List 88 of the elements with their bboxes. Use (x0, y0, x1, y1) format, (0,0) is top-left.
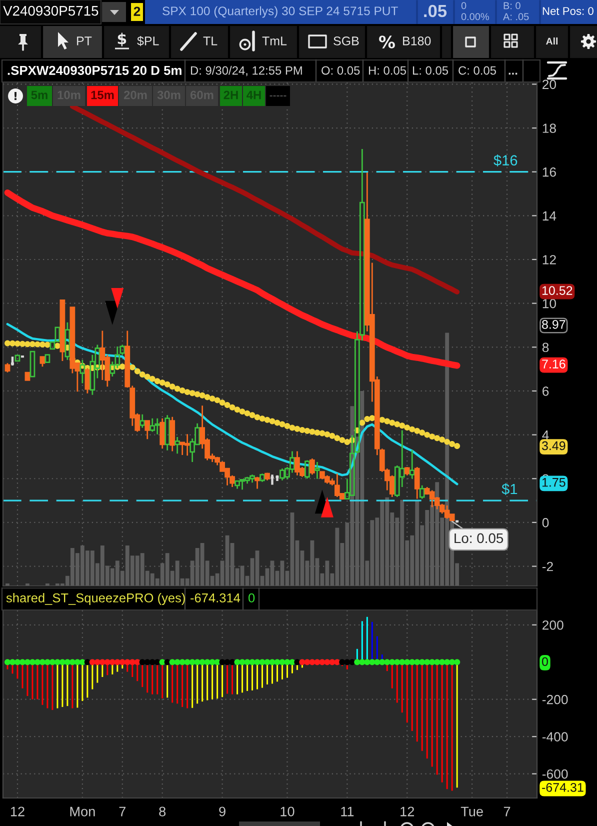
text: L: 0.05 (412, 66, 448, 75)
candlestick (170, 416, 176, 452)
y-tick-label: 6 (542, 386, 549, 396)
text: C: 0.05 (458, 66, 496, 75)
x-tick-label: 10 (280, 806, 294, 816)
candlestick (174, 436, 180, 454)
candlestick (40, 356, 46, 368)
chart-title: .SPXW240930P5715 20 D 5m (8, 66, 182, 75)
candlestick (44, 353, 50, 364)
text: SPX 100 (Quarterlys) 30 SEP 24 5715 PUT (162, 6, 398, 18)
y-tick-label: 8 (542, 342, 549, 352)
text: D: 9/30/24, 12:55 PM (190, 66, 302, 76)
candlestick (144, 419, 150, 440)
y-tick-label: 4 (542, 430, 549, 440)
chart-title: shared_ST_SqueezePRO (yes) (6, 593, 185, 605)
candlestick (164, 414, 170, 452)
candlestick (310, 458, 315, 476)
text: .05 (424, 4, 447, 18)
text: 8.97 (542, 320, 566, 329)
x-tick-label: 9 (219, 806, 226, 816)
text: 0.00% (461, 13, 489, 20)
candlestick (304, 460, 310, 480)
candlestick (60, 300, 66, 362)
annotation: 15m (91, 90, 114, 100)
text: H: 0.05 (368, 66, 406, 75)
candlestick (30, 350, 36, 378)
text: TmL (262, 36, 287, 46)
candlestick (414, 466, 420, 500)
text: 1.75 (542, 478, 566, 487)
text: 0 (248, 593, 255, 602)
text: 3.49 (542, 441, 566, 450)
text: TL (203, 36, 218, 46)
line-series (6, 322, 458, 486)
candlestick (270, 474, 275, 486)
y-tick-label: 12 (542, 255, 556, 264)
candlestick (404, 466, 410, 476)
text: 2 (134, 6, 140, 16)
y-tick-label: 14 (542, 211, 556, 220)
annotation: Lo: 0.05 (454, 533, 504, 544)
x-tick-label: 7 (119, 806, 126, 816)
text: A: .05 (503, 13, 529, 20)
text: 7.16 (542, 360, 566, 368)
candlestick (419, 484, 425, 500)
text: -674.31 (542, 783, 584, 792)
text: B180 (403, 36, 431, 46)
candlestick (24, 371, 30, 381)
candlestick (160, 418, 166, 450)
ref-line-label: $16 (494, 154, 518, 166)
text: All (546, 37, 558, 45)
y-tick-label: -200 (542, 694, 568, 704)
candlestick (314, 461, 320, 480)
candlestick (140, 414, 146, 428)
candlestick (254, 476, 260, 490)
x-tick-label: 11 (341, 806, 354, 816)
text: SGB (334, 36, 359, 46)
candlestick (264, 472, 270, 482)
text: 0 (461, 2, 466, 10)
y-tick-label: 18 (542, 124, 556, 133)
y-tick-label: -2 (542, 562, 553, 572)
x-tick-label: Tue (460, 806, 483, 816)
text: Net Pos: 0 (542, 7, 594, 15)
y-tick-label: 0 (542, 518, 549, 528)
y-tick-label: 16 (542, 167, 556, 177)
ref-line-label: $1 (502, 483, 518, 496)
y-tick-label: -600 (542, 769, 568, 779)
candlestick (10, 355, 16, 367)
x-tick-label: Mon (70, 806, 95, 816)
text: 10.52 (542, 286, 572, 295)
text: PT (77, 36, 92, 46)
y-tick-label: -400 (542, 732, 568, 742)
x-tick-label: 7 (504, 806, 510, 816)
x-tick-label: 12 (10, 806, 24, 816)
candlestick (14, 354, 20, 362)
text: -674.314 (190, 593, 240, 602)
x-tick-label: 8 (159, 806, 166, 816)
text: $PL (137, 36, 159, 46)
text: ... (508, 72, 518, 75)
text: B: 0 (504, 2, 520, 10)
candlestick (4, 362, 10, 374)
x-tick-label: 12 (400, 806, 414, 816)
y-tick-label: 10 (542, 298, 556, 308)
text: O: 0.05 (322, 66, 360, 75)
text: V240930P5715 (3, 6, 98, 16)
candlestick (150, 418, 156, 432)
candlestick (409, 449, 415, 480)
y-tick-label: 200 (542, 620, 564, 630)
candlestick (260, 472, 265, 483)
y-tick-label: 20 (542, 80, 556, 90)
